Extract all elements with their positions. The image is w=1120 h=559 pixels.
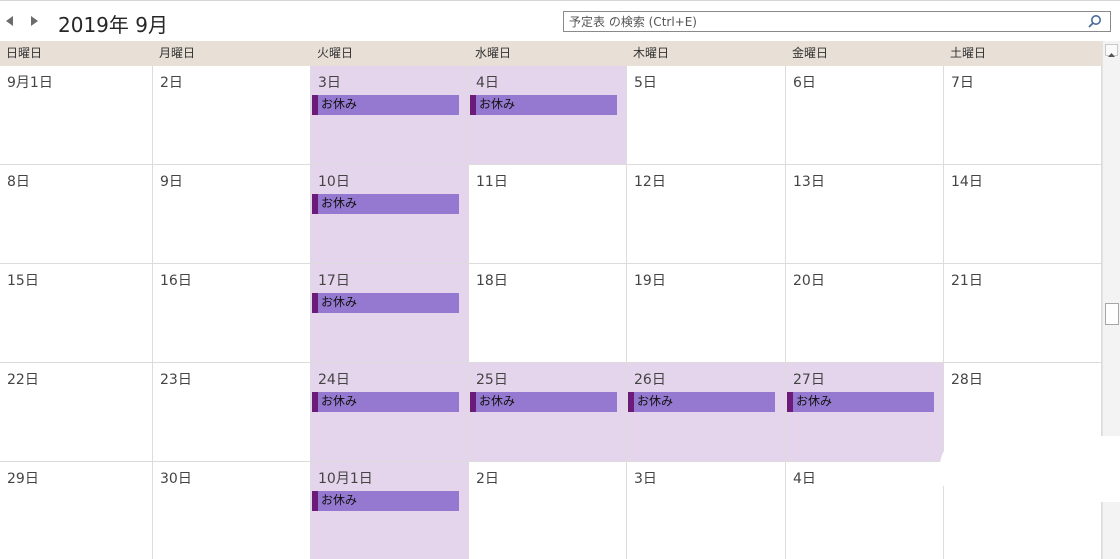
day-cell[interactable]: 4日 — [786, 462, 944, 559]
day-number: 24日 — [318, 372, 350, 388]
day-number: 17日 — [318, 273, 350, 289]
triangle-right-icon — [31, 16, 38, 26]
day-cell[interactable]: 7日 — [944, 66, 1102, 165]
event-item[interactable]: お休み — [312, 392, 459, 412]
day-cell[interactable]: 6日 — [786, 66, 944, 165]
day-cell[interactable]: 10日お休み — [311, 165, 469, 264]
day-number: 27日 — [793, 372, 825, 388]
vertical-scrollbar[interactable] — [1102, 41, 1120, 559]
day-number: 9日 — [160, 174, 183, 190]
weekday-label-sunday: 日曜日 — [6, 46, 43, 60]
day-number: 15日 — [7, 273, 39, 289]
next-month-button[interactable] — [27, 14, 41, 28]
day-number: 3日 — [318, 75, 341, 91]
event-item[interactable]: お休み — [628, 392, 775, 412]
search-input[interactable] — [564, 12, 1084, 31]
day-cell[interactable]: 22日 — [0, 363, 153, 462]
calendar-toolbar: 2019年 9月 — [0, 0, 1120, 41]
chevron-up-icon — [1108, 53, 1115, 57]
day-cell[interactable]: 14日 — [944, 165, 1102, 264]
event-item[interactable]: お休み — [470, 392, 617, 412]
day-number: 7日 — [951, 75, 974, 91]
day-number: 2日 — [160, 75, 183, 91]
day-cell[interactable]: 29日 — [0, 462, 153, 559]
day-number: 16日 — [160, 273, 192, 289]
day-cell[interactable]: 11日 — [469, 165, 627, 264]
day-cell[interactable]: 23日 — [153, 363, 311, 462]
day-cell[interactable]: 3日 — [627, 462, 786, 559]
day-number: 22日 — [7, 372, 39, 388]
day-number: 30日 — [160, 471, 192, 487]
day-cell[interactable]: 16日 — [153, 264, 311, 363]
day-number: 19日 — [634, 273, 666, 289]
day-number: 28日 — [951, 372, 983, 388]
day-cell[interactable]: 17日お休み — [311, 264, 469, 363]
day-cell[interactable]: 8日 — [0, 165, 153, 264]
day-cell[interactable]: 10月1日お休み — [311, 462, 469, 559]
day-number: 11日 — [476, 174, 508, 190]
day-cell[interactable]: 25日お休み — [469, 363, 627, 462]
search-box[interactable] — [563, 11, 1111, 32]
day-number: 5日 — [634, 75, 657, 91]
blank-overlay — [940, 436, 1120, 502]
month-grid: 9月1日 2日 3日 お休み 4日 お休み 5日 6日 7日 8日 9日 10日 お休み 11日 12日 13… — [0, 66, 1102, 559]
day-cell[interactable]: 18日 — [469, 264, 627, 363]
day-cell[interactable]: 21日 — [944, 264, 1102, 363]
day-number: 12日 — [634, 174, 666, 190]
day-number: 4日 — [476, 75, 499, 91]
event-item[interactable]: お休み — [470, 95, 617, 115]
weekday-label-tuesday: 火曜日 — [317, 46, 354, 60]
day-cell[interactable]: 12日 — [627, 165, 786, 264]
previous-month-button[interactable] — [3, 14, 17, 28]
day-number: 29日 — [7, 471, 39, 487]
day-number: 23日 — [160, 372, 192, 388]
weekday-header: 日曜日 月曜日 火曜日 水曜日 木曜日 金曜日 土曜日 — [0, 41, 1102, 66]
day-cell[interactable]: 26日お休み — [627, 363, 786, 462]
day-number: 14日 — [951, 174, 983, 190]
event-item[interactable]: お休み — [312, 95, 459, 115]
day-cell[interactable]: 15日 — [0, 264, 153, 363]
day-number: 3日 — [634, 471, 657, 487]
day-cell[interactable]: 3日お休み — [311, 66, 469, 165]
event-item[interactable]: お休み — [787, 392, 934, 412]
event-item[interactable]: お休み — [312, 293, 459, 313]
day-number: 18日 — [476, 273, 508, 289]
day-cell[interactable]: 20日 — [786, 264, 944, 363]
month-title: 2019年 9月 — [58, 13, 168, 37]
event-item[interactable]: お休み — [312, 491, 459, 511]
day-cell[interactable]: 2日 — [469, 462, 627, 559]
day-cell[interactable]: 19日 — [627, 264, 786, 363]
day-number: 6日 — [793, 75, 816, 91]
day-number: 21日 — [951, 273, 983, 289]
day-number: 13日 — [793, 174, 825, 190]
triangle-left-icon — [6, 16, 13, 26]
scroll-thumb[interactable] — [1105, 303, 1119, 325]
day-number: 9月1日 — [7, 75, 53, 91]
day-number: 2日 — [476, 471, 499, 487]
day-cell[interactable]: 4日お休み — [469, 66, 627, 165]
weekday-label-saturday: 土曜日 — [950, 46, 987, 60]
day-number: 10月1日 — [318, 471, 373, 487]
day-cell[interactable]: 13日 — [786, 165, 944, 264]
weekday-label-thursday: 木曜日 — [633, 46, 670, 60]
weekday-label-monday: 月曜日 — [159, 46, 196, 60]
weekday-label-friday: 金曜日 — [792, 46, 829, 60]
day-number: 10日 — [318, 174, 350, 190]
day-number: 8日 — [7, 174, 30, 190]
day-number: 4日 — [793, 471, 816, 487]
day-cell[interactable]: 9日 — [153, 165, 311, 264]
event-item[interactable]: お休み — [312, 194, 459, 214]
day-number: 25日 — [476, 372, 508, 388]
scroll-up-button[interactable] — [1105, 44, 1118, 57]
day-cell[interactable]: 5日 — [627, 66, 786, 165]
day-cell[interactable]: 27日お休み — [786, 363, 944, 462]
day-cell[interactable]: 9月1日 — [0, 66, 153, 165]
weekday-label-wednesday: 水曜日 — [475, 46, 512, 60]
search-icon[interactable] — [1087, 14, 1102, 29]
day-cell[interactable]: 2日 — [153, 66, 311, 165]
day-number: 26日 — [634, 372, 666, 388]
day-cell[interactable]: 24日お休み — [311, 363, 469, 462]
day-cell[interactable]: 30日 — [153, 462, 311, 559]
day-number: 20日 — [793, 273, 825, 289]
